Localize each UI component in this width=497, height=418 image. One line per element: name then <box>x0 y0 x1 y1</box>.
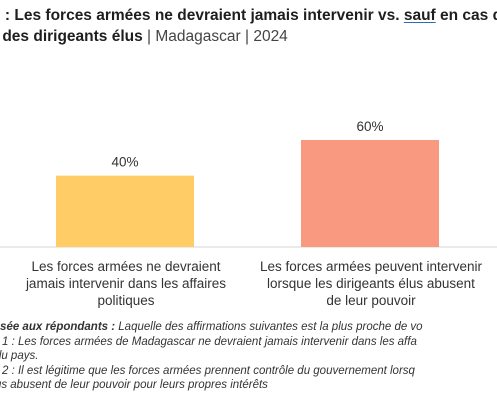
option-2-line-1: on 2 : Il est légitime que les forces ar… <box>0 364 415 377</box>
category-label-1: Les forces armées ne devraient jamais in… <box>25 259 227 308</box>
bar-1 <box>56 175 194 247</box>
option-1-line-1: on 1 : Les forces armées de Madagascar n… <box>0 335 417 348</box>
data-label-2: 60% <box>356 119 383 134</box>
title-line2-rest: | Madagascar | 2024 <box>142 28 288 45</box>
chart-title: 3 : Les forces armées ne devraient jamai… <box>0 5 497 47</box>
title-prefix: 3 : Les forces armées ne devraient jamai… <box>0 7 404 24</box>
title-line2-bold: r des dirigeants élus <box>0 28 143 45</box>
question-note: posée aux répondants : Laquelle des affi… <box>0 320 497 335</box>
data-label-1: 40% <box>111 155 138 170</box>
bar-chart: 40% 60% <box>0 119 497 248</box>
option-1-line-2: s du pays. <box>0 350 39 363</box>
title-line-1: 3 : Les forces armées ne devraient jamai… <box>0 5 497 26</box>
bar-2 <box>301 140 439 247</box>
question-text: Laquelle des affirmations suivantes est … <box>115 321 423 333</box>
question-label: posée aux répondants : <box>0 321 116 333</box>
title-line-2: r des dirigeants élus | Madagascar | 202… <box>0 26 497 47</box>
title-underlined-word: sauf <box>403 7 436 24</box>
chart-notes: posée aux répondants : Laquelle des affi… <box>0 320 497 393</box>
title-suffix: en cas d' <box>440 7 497 24</box>
category-label-2: Les forces armées peuvent intervenir lor… <box>259 259 483 308</box>
option-2-line-2: élus abusent de leur pouvoir pour leurs … <box>0 379 268 392</box>
